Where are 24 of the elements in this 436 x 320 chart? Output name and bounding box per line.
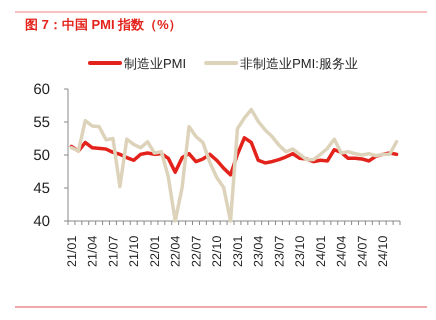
x-tick-label: 24/01: [314, 236, 328, 267]
x-tick-label: 21/10: [127, 236, 142, 267]
x-tick-label: 23/04: [252, 236, 266, 267]
y-tick-label: 55: [33, 114, 50, 131]
x-tick-label: 23/01: [230, 236, 245, 267]
x-tick-label: 23/10: [293, 236, 308, 267]
x-tick-label: 21/04: [86, 236, 100, 267]
chart-title: 图 7：中国 PMI 指数（%）: [25, 17, 182, 32]
legend-label: 制造业PMI: [124, 56, 186, 71]
y-tick-label: 40: [33, 213, 50, 230]
x-tick-label: 24/10: [376, 236, 390, 267]
x-tick-label: 22/07: [189, 236, 204, 267]
x-tick-label: 22/01: [148, 236, 162, 267]
x-tick-label: 24/04: [334, 236, 349, 267]
x-tick-label: 21/01: [64, 236, 79, 267]
legend-label: 非制造业PMI:服务业: [240, 56, 358, 71]
x-tick-label: 21/07: [106, 236, 120, 267]
x-tick-label: 23/07: [272, 236, 286, 267]
x-tick-label: 22/04: [168, 236, 183, 267]
y-tick-label: 60: [33, 81, 50, 98]
x-tick-label: 24/07: [355, 236, 370, 267]
y-tick-label: 50: [33, 147, 50, 164]
x-tick-label: 22/10: [210, 236, 224, 267]
y-tick-label: 45: [33, 180, 50, 197]
